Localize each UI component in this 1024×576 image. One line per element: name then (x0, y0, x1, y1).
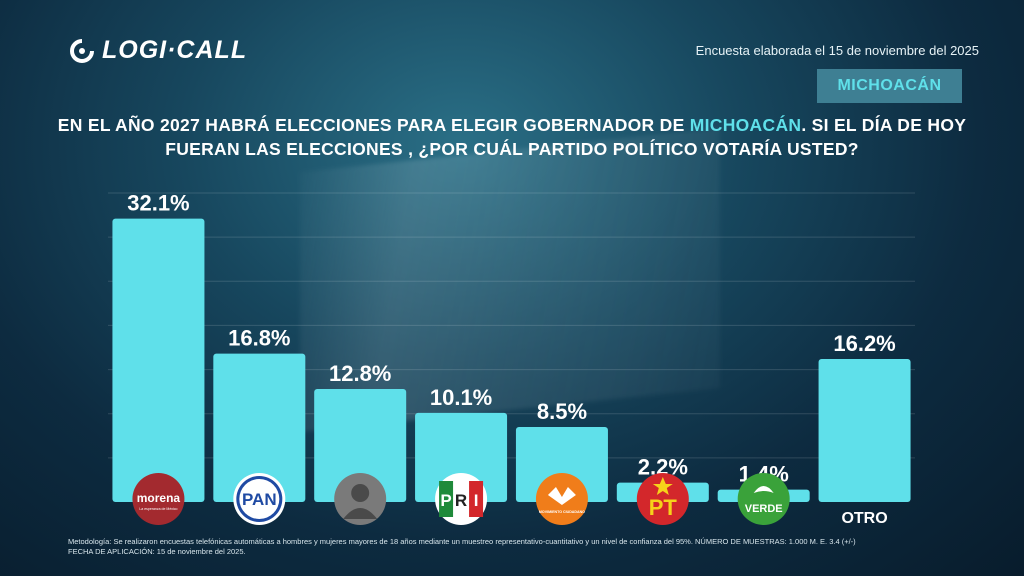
pri-p: P (440, 491, 451, 510)
methodology-note: Metodología: Se realizaron encuestas tel… (68, 537, 968, 557)
verde-toucan (753, 486, 774, 493)
logo-text: LOGI·CALL (102, 36, 248, 64)
pan-logo: PAN (233, 473, 286, 525)
pri-r: R (455, 491, 467, 510)
other-label: OTRO (841, 510, 887, 527)
unknown-person-avatar (334, 473, 387, 525)
pt-logo: PT (636, 473, 689, 525)
avatar-body (343, 508, 378, 519)
morena-circle (132, 473, 185, 525)
question-highlight: MICHOACÁN (689, 115, 802, 135)
mc-text: MOVIMIENTO CIUDADANO (539, 510, 585, 514)
movimiento-ciudadano-logo: MOVIMIENTO CIUDADANO (535, 473, 588, 525)
pt-star (652, 477, 673, 495)
logicall-logo-icon (70, 38, 94, 63)
pri-i: I (474, 491, 479, 510)
morena-logo: morena La esperanza de México (132, 473, 185, 525)
verde-circle (737, 473, 790, 525)
pan-inner (239, 479, 280, 519)
verde-logo: VERDE (737, 473, 790, 525)
value-label: 8.5% (537, 399, 587, 424)
bar (112, 218, 205, 503)
bar (213, 353, 306, 502)
value-label: 16.8% (228, 326, 290, 351)
morena-text: morena (137, 491, 181, 505)
pri-green (439, 481, 454, 517)
bar (818, 358, 911, 502)
survey-date: Encuesta elaborada el 15 de noviembre de… (695, 43, 979, 58)
pri-red (469, 481, 484, 517)
methodology-line-2: FECHA DE APLICACIÓN: 15 de noviembre del… (68, 547, 246, 556)
pt-circle (636, 473, 689, 525)
bar (314, 388, 407, 502)
value-label: 32.1% (127, 191, 189, 216)
survey-question: EN EL AÑO 2027 HABRÁ ELECCIONES PARA ELE… (40, 113, 984, 161)
bar (515, 426, 608, 502)
bar (415, 412, 508, 502)
pt-text: PT (649, 495, 678, 520)
mc-eagle (547, 487, 576, 505)
logicall-logo: LOGI·CALL (70, 36, 247, 65)
avatar-head (351, 484, 370, 502)
morena-subtext: La esperanza de México (139, 507, 177, 511)
value-label: 12.8% (329, 361, 391, 386)
question-part-2: . SI EL DÍA DE HOY FUERAN LAS ELECCIONES… (165, 115, 967, 159)
pan-text: PAN (242, 490, 277, 509)
value-label: 10.1% (430, 385, 492, 410)
state-badge: MICHOACÁN (817, 69, 962, 103)
verde-text: VERDE (745, 503, 783, 515)
question-part-1: EN EL AÑO 2027 HABRÁ ELECCIONES PARA ELE… (57, 115, 690, 135)
methodology-line-1: Metodología: Se realizaron encuestas tel… (68, 537, 856, 546)
value-label: 16.2% (833, 331, 895, 356)
